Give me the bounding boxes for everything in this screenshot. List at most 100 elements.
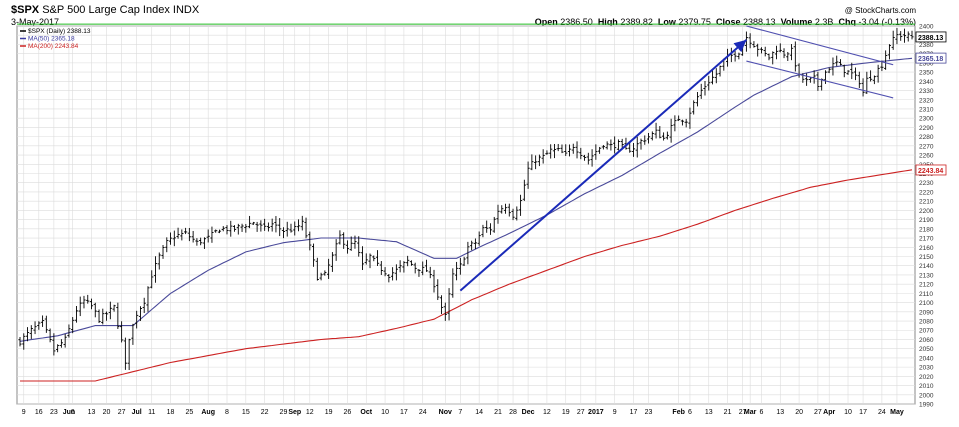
ohlc-bar [552,143,557,159]
ohlc-bar [285,221,289,237]
ohlc-bar [74,306,79,323]
y-tick-label: 2080 [919,319,934,326]
x-tick-label: 23 [50,409,58,416]
ohlc-bar [541,149,545,164]
ohlc-bar [379,261,383,275]
x-tick-label: 23 [645,409,653,416]
ohlc-bar [116,302,120,330]
y-tick-label: 2220 [919,189,934,196]
trend-arrow [459,39,748,292]
ohlc-bar [71,317,75,334]
y-tick-label: 2050 [919,346,934,353]
ohlc-bar [564,144,568,156]
x-tick-label: 6 [71,409,75,416]
ohlc-bar [93,302,97,318]
ohlc-bar [368,253,372,269]
ohlc-bar [406,255,410,267]
y-tick-label: 2350 [919,70,934,77]
x-tick-label: Oct [360,409,372,416]
ohlc-bar [503,203,508,214]
x-tick-label: 26 [344,409,352,416]
ohlc-bar [598,146,602,154]
y-tick-label: 2110 [919,291,933,298]
ohlc-bar [786,52,790,62]
x-tick-label: 15 [242,409,250,416]
ohlc-bar [357,236,361,257]
ohlc-bar [123,337,127,370]
high-label: High [597,17,618,27]
ohlc-bar [180,229,184,241]
ohlc-bar [902,28,907,43]
x-tick-label: 24 [419,409,427,416]
ohlc-bar [443,302,447,321]
y-tick-label: 2280 [919,134,934,141]
ma200-tag-box [915,164,947,176]
ohlc-bar [44,315,48,333]
ohlc-bar [383,267,387,277]
ohlc-bar [718,65,722,77]
ohlc-bar [782,48,786,59]
x-tick-label: 17 [630,409,638,416]
ohlc-bar [710,70,715,85]
ohlc-bar [763,46,767,57]
ohlc-bar [421,261,425,276]
ohlc-bar [620,138,624,149]
ohlc-bar [703,81,707,96]
ohlc-bar [161,245,165,259]
ohlc-bar [236,223,240,235]
ohlc-bar [251,221,255,225]
y-tick-label: 2170 [919,236,934,243]
ohlc-bar [391,267,395,281]
ohlc-bar [353,235,357,249]
ohlc-bar [616,139,621,151]
ohlc-bar [906,31,910,42]
ohlc-bar [97,309,101,323]
ohlc-bar [635,136,639,158]
ohlc-bar [451,268,455,298]
chg-label: Chg [838,17,856,27]
legend-entry: $SPX (Daily) 2388.13 [28,28,91,35]
low-value: 2379.75 [678,17,711,27]
ohlc-bar [195,238,199,246]
ohlc-bar [748,33,752,49]
y-tick-label: 2000 [919,392,934,399]
ohlc-bar [131,323,135,345]
x-tick-label: 29 [280,409,288,416]
y-tick-label: 2160 [919,245,934,252]
ohlc-bar [232,225,237,232]
ohlc-bar [330,252,334,272]
ohlc-bar [25,327,30,342]
ohlc-bar [304,217,308,239]
y-tick-label: 2400 [919,24,934,31]
ohlc-bar [692,100,696,115]
ohlc-bar [432,269,436,293]
y-tick-label: 2120 [919,282,934,289]
y-tick-label: 2010 [919,383,934,390]
ohlc-bar [206,229,210,243]
x-tick-label: 6 [759,409,763,416]
ohlc-bar [349,236,353,251]
ohlc-bar [300,215,304,231]
legend-entry: MA(200) 2243.84 [28,43,79,50]
y-tick-label: 2150 [919,254,934,261]
ohlc-bar [296,219,301,232]
close-tag-box [915,31,947,43]
ohlc-bar [146,286,150,312]
ohlc-bar [571,143,575,154]
x-tick-label: Mar [744,409,757,416]
ohlc-bar [650,131,654,141]
ohlc-bar [759,47,764,54]
x-tick-label: 7 [458,409,462,416]
ohlc-bar [639,138,643,150]
y-tick-label: 2200 [919,208,934,215]
ohlc-bar [210,226,214,243]
ohlc-bar [135,310,139,329]
x-tick-label: 28 [509,409,517,416]
ohlc-bar [842,64,846,78]
symbol: $SPX [11,4,40,16]
ohlc-bar [492,216,496,233]
ohlc-bar [488,223,493,235]
ohlc-bar [515,206,519,221]
x-tick-label: 11 [148,409,155,416]
